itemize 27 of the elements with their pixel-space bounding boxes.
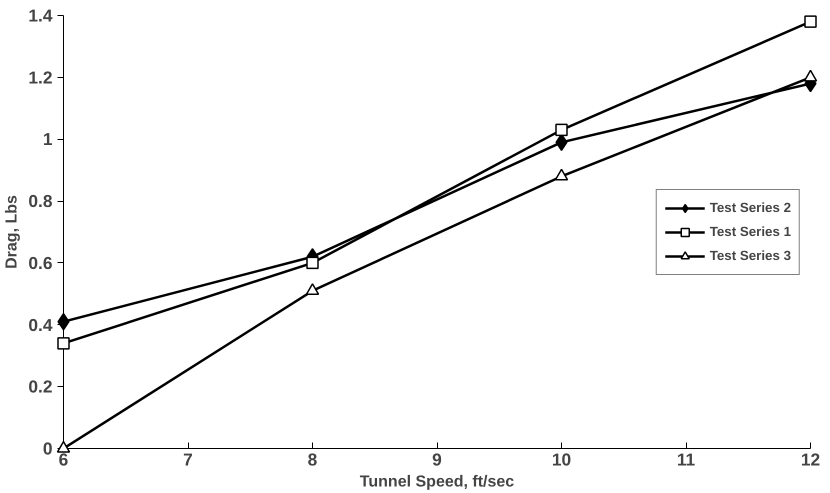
point — [57, 312, 70, 330]
point — [554, 168, 568, 181]
x-tick-label: 11 — [676, 450, 696, 470]
point — [306, 256, 319, 270]
legend-label: Test Series 3 — [710, 248, 791, 263]
y-tick-label: 1.2 — [28, 67, 53, 88]
x-tick-label: 7 — [183, 450, 193, 470]
y-tick-label: 0.2 — [28, 376, 53, 397]
y-tick-label: 0.8 — [28, 191, 53, 212]
x-tick-label: 6 — [58, 450, 69, 470]
point — [555, 124, 568, 136]
y-tick-label: 0 — [42, 438, 53, 458]
point — [57, 337, 70, 350]
x-axis-title: Tunnel Speed, ft/sec — [360, 474, 514, 490]
legend-label: Test Series 2 — [710, 200, 791, 215]
legend-label: Test Series 1 — [710, 224, 791, 239]
y-tick-label: 0.6 — [28, 252, 53, 273]
y-axis-title: Drag, Lbs — [3, 195, 20, 269]
point — [804, 70, 818, 82]
y-tick-label: 1 — [42, 129, 53, 150]
y-tick-label: 0.4 — [28, 314, 53, 335]
x-tick-label: 8 — [308, 450, 318, 470]
x-tick-label: 12 — [800, 450, 820, 470]
point — [804, 15, 817, 28]
x-tick-label: 9 — [432, 450, 442, 470]
x-tick-label: 10 — [552, 450, 572, 470]
y-tick-label: 1.4 — [28, 6, 53, 26]
